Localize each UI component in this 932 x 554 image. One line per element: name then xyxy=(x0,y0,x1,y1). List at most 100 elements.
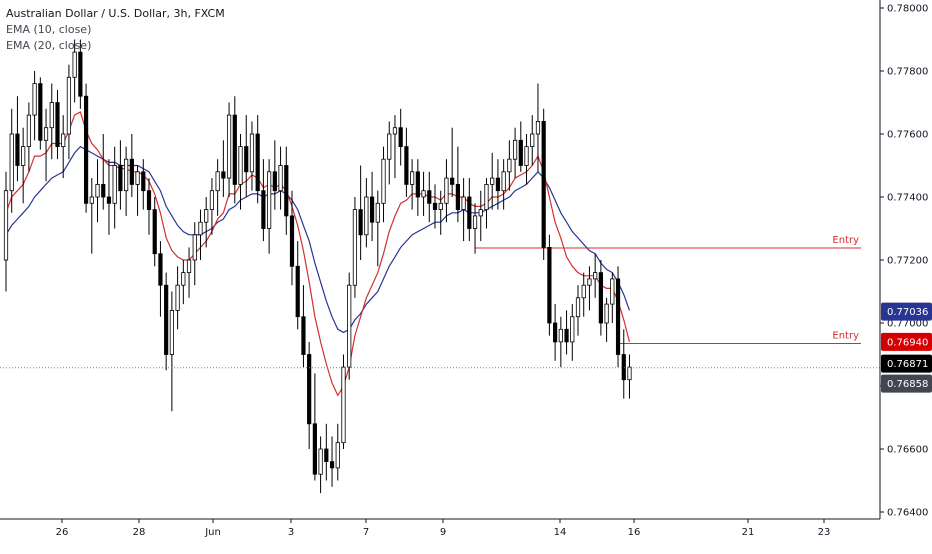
candle[interactable] xyxy=(610,272,615,323)
candle[interactable] xyxy=(438,190,443,235)
candle[interactable] xyxy=(387,121,392,185)
candle[interactable] xyxy=(129,134,134,197)
candle[interactable] xyxy=(484,178,489,229)
candle[interactable] xyxy=(175,266,180,330)
candle[interactable] xyxy=(135,165,140,216)
candle[interactable] xyxy=(38,77,43,150)
candle[interactable] xyxy=(598,260,603,336)
candle[interactable] xyxy=(415,159,420,216)
candle[interactable] xyxy=(461,178,466,242)
candle[interactable] xyxy=(186,247,192,298)
candle[interactable] xyxy=(72,39,77,103)
candle[interactable] xyxy=(89,178,94,254)
candle[interactable] xyxy=(152,197,157,267)
candle[interactable] xyxy=(32,71,37,141)
candle[interactable] xyxy=(593,253,598,298)
candle[interactable] xyxy=(495,159,501,210)
candle[interactable] xyxy=(198,209,203,260)
candle[interactable] xyxy=(267,159,272,254)
candle[interactable] xyxy=(158,241,163,317)
candle[interactable] xyxy=(392,115,398,179)
candle[interactable] xyxy=(244,115,249,197)
candle[interactable] xyxy=(192,222,197,286)
candle[interactable] xyxy=(204,197,209,248)
candle[interactable] xyxy=(398,108,403,166)
candle[interactable] xyxy=(575,285,581,336)
candle[interactable] xyxy=(106,159,112,235)
candle[interactable] xyxy=(604,297,609,342)
candle[interactable] xyxy=(335,423,340,481)
candle[interactable] xyxy=(512,127,518,179)
candles[interactable] xyxy=(3,39,632,494)
candle[interactable] xyxy=(312,373,317,481)
candle[interactable] xyxy=(410,159,415,210)
candle[interactable] xyxy=(375,190,380,267)
time-axis[interactable]: 26 28 Jun 3 7 9 14 16 21 23 xyxy=(0,518,880,538)
candle[interactable] xyxy=(209,178,215,235)
candle[interactable] xyxy=(455,146,460,223)
candle[interactable] xyxy=(421,171,426,216)
candle[interactable] xyxy=(232,96,237,204)
candle[interactable] xyxy=(101,134,106,210)
candle[interactable] xyxy=(358,165,363,261)
candle[interactable] xyxy=(381,146,386,223)
candle[interactable] xyxy=(55,89,60,160)
candle[interactable] xyxy=(518,121,523,172)
candle[interactable] xyxy=(450,127,455,197)
candle[interactable] xyxy=(118,140,123,210)
candle[interactable] xyxy=(558,316,563,368)
candle[interactable] xyxy=(278,146,283,210)
candle[interactable] xyxy=(295,241,300,330)
candle[interactable] xyxy=(124,146,129,216)
candle[interactable] xyxy=(301,285,306,368)
candle[interactable] xyxy=(284,146,289,235)
candle[interactable] xyxy=(215,159,220,216)
candle[interactable] xyxy=(472,203,478,254)
candle[interactable] xyxy=(238,134,243,210)
candle[interactable] xyxy=(221,140,226,197)
candle[interactable] xyxy=(112,146,117,229)
candle[interactable] xyxy=(318,436,323,494)
candle[interactable] xyxy=(364,178,369,248)
candle[interactable] xyxy=(307,341,312,449)
candle[interactable] xyxy=(329,436,335,487)
candle[interactable] xyxy=(427,171,432,223)
candle[interactable] xyxy=(15,96,20,182)
ema20-legend[interactable]: EMA (20, close) xyxy=(6,39,92,52)
candle[interactable] xyxy=(164,272,169,371)
candle[interactable] xyxy=(369,171,375,242)
candle[interactable] xyxy=(146,178,152,235)
candle[interactable] xyxy=(621,329,626,399)
candle[interactable] xyxy=(547,234,552,336)
candle[interactable] xyxy=(289,190,295,286)
candle[interactable] xyxy=(261,159,266,242)
candle[interactable] xyxy=(141,159,146,210)
candle[interactable] xyxy=(404,127,409,197)
symbol-title[interactable]: Australian Dollar / U.S. Dollar, 3h, FXC… xyxy=(6,7,225,20)
candle[interactable] xyxy=(226,102,232,198)
candle[interactable] xyxy=(21,127,26,204)
candle[interactable] xyxy=(181,260,186,305)
candle[interactable] xyxy=(341,354,346,450)
candle[interactable] xyxy=(478,190,483,242)
candle[interactable] xyxy=(272,140,277,210)
candle[interactable] xyxy=(530,115,535,166)
candle[interactable] xyxy=(627,354,632,399)
candle[interactable] xyxy=(324,423,329,481)
candle[interactable] xyxy=(49,83,54,160)
candle[interactable] xyxy=(66,64,72,160)
candle[interactable] xyxy=(524,134,529,185)
candle[interactable] xyxy=(467,178,472,242)
candle[interactable] xyxy=(615,266,621,368)
candle[interactable] xyxy=(3,171,9,292)
candle[interactable] xyxy=(564,310,569,355)
candle[interactable] xyxy=(169,291,174,412)
candle[interactable] xyxy=(501,159,506,210)
candle[interactable] xyxy=(95,159,100,223)
candle[interactable] xyxy=(255,115,260,204)
candle[interactable] xyxy=(61,115,66,179)
candle[interactable] xyxy=(444,159,449,223)
candle[interactable] xyxy=(490,152,495,210)
candle[interactable] xyxy=(587,266,592,311)
